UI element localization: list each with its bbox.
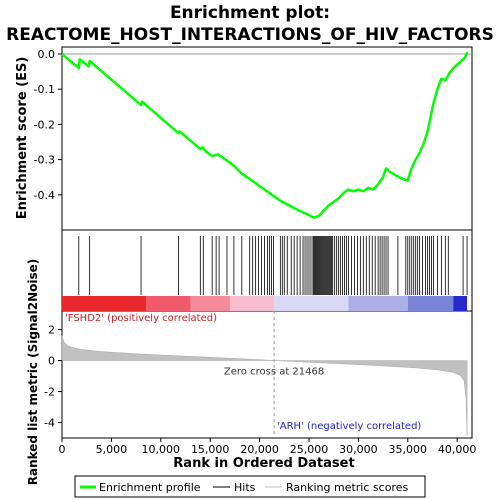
es-panel-frame <box>61 46 473 231</box>
enrichment-profile <box>61 51 469 219</box>
es-y-tick-label: -0.4 <box>34 189 55 202</box>
heatmap-segment <box>348 296 408 311</box>
heatmap-segment <box>274 296 349 311</box>
negative-correlation-label: 'ARH' (negatively correlated) <box>277 421 421 432</box>
legend-enrichment-label: Enrichment profile <box>99 481 201 494</box>
heatmap-segment <box>229 296 275 311</box>
hit-markers <box>78 236 468 295</box>
heatmap-segment <box>62 296 146 311</box>
legend-hits-label: Hits <box>234 481 256 494</box>
es-y-tick-label: -0.3 <box>34 154 55 167</box>
legend-box <box>74 475 426 498</box>
es-y-ticks: 0.0 -0.1 -0.2 -0.3 -0.4 <box>34 48 62 202</box>
x-axis-label: Rank in Ordered Dataset <box>173 456 354 471</box>
heatmap-segment <box>190 296 230 311</box>
x-tick-label: 20,000 <box>240 443 279 456</box>
metric-axis-label: Ranked list metric (Signal2Noise) <box>26 259 40 486</box>
chart-title-line1: Enrichment plot: <box>170 3 330 23</box>
positive-correlation-label: 'FSHD2' (positively correlated) <box>65 313 217 324</box>
metric-y-tick-label: -4 <box>44 417 55 430</box>
x-tick-label: 15,000 <box>191 443 230 456</box>
chart-title-line2: REACTOME_HOST_INTERACTIONS_OF_HIV_FACTOR… <box>6 25 494 45</box>
metric-y-tick-label: 0 <box>48 355 55 368</box>
metric-y-tick-label: 2 <box>48 324 55 337</box>
x-tick-label: 5,000 <box>96 443 128 456</box>
legend-metric-label: Ranking metric scores <box>286 481 408 494</box>
x-tick-label: 25,000 <box>290 443 329 456</box>
x-tick-label: 10,000 <box>142 443 181 456</box>
rank-heatmap <box>62 296 468 311</box>
es-y-tick-label: -0.1 <box>34 83 55 96</box>
metric-y-tick-label: -2 <box>44 386 55 399</box>
enrichment-profile-line <box>61 51 469 219</box>
es-y-tick-label: -0.2 <box>34 118 55 131</box>
heatmap-segment <box>453 296 468 311</box>
x-tick-label: 0 <box>59 443 66 456</box>
metric-y-ticks: 2 0 -2 -4 <box>44 324 62 430</box>
ranking-metric-area <box>61 335 468 437</box>
es-y-tick-label: 0.0 <box>38 48 56 61</box>
metric-area <box>61 335 468 437</box>
x-ticks: 0 5,000 10,000 15,000 20,000 25,000 30,000 35,0… <box>59 438 477 456</box>
x-tick-label: 40,000 <box>438 443 477 456</box>
x-tick-label: 30,000 <box>339 443 378 456</box>
heatmap-segment <box>145 296 191 311</box>
zero-cross-label: Zero cross at 21468 <box>224 367 324 378</box>
x-tick-label: 35,000 <box>389 443 428 456</box>
es-axis-label: Enrichment score (ES) <box>15 57 30 220</box>
heatmap-segment <box>407 296 454 311</box>
